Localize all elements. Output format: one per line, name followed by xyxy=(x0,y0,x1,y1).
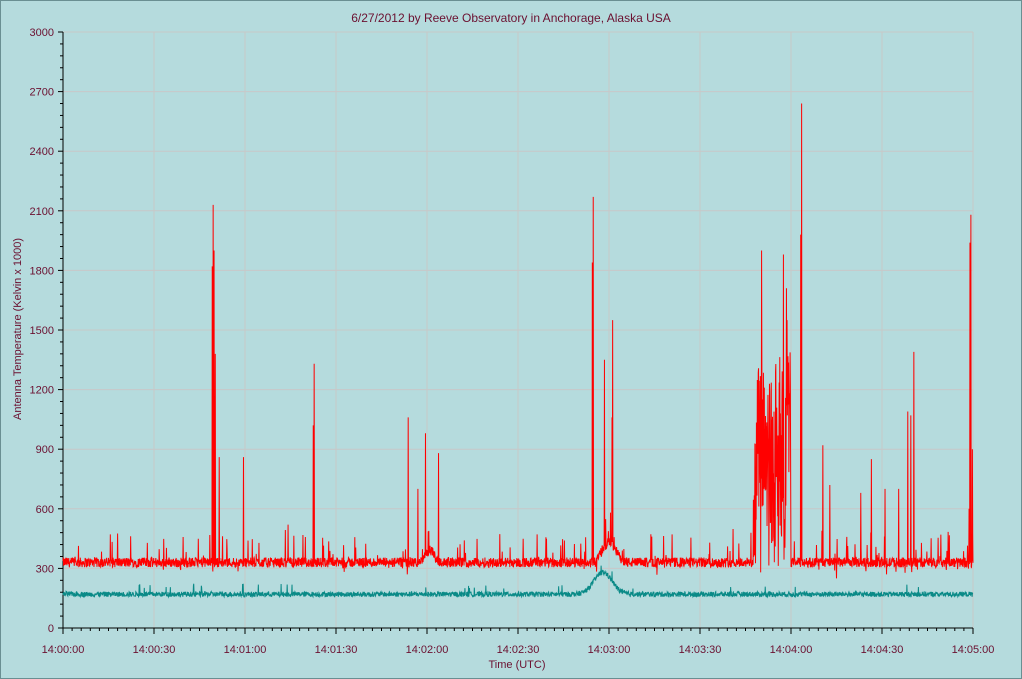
x-tick-label: 14:03:30 xyxy=(679,644,722,656)
x-tick-label: 14:04:30 xyxy=(861,644,904,656)
grid-lines xyxy=(63,31,974,628)
y-tick-label: 3000 xyxy=(30,27,54,39)
x-tick-label: 14:01:00 xyxy=(224,644,267,656)
y-axis-label: Antenna Temperature (Kelvin x 1000) xyxy=(12,238,24,420)
x-tick-label: 14:03:00 xyxy=(588,644,631,656)
y-tick-label: 600 xyxy=(36,504,54,516)
tick-labels: 0 300 600 900 1200 1500 1800 2100 2400 2700 3000 14… xyxy=(30,27,995,656)
axes xyxy=(58,31,974,634)
chart-title: 6/27/2012 by Reeve Observatory in Anchor… xyxy=(351,11,671,25)
y-tick-label: 0 xyxy=(48,623,54,635)
x-tick-label: 14:05:00 xyxy=(952,644,995,656)
x-tick-label: 14:02:00 xyxy=(406,644,449,656)
series-line-teal xyxy=(62,565,974,599)
x-tick-label: 14:04:00 xyxy=(770,644,813,656)
y-tick-label: 300 xyxy=(36,563,54,575)
y-tick-label: 2400 xyxy=(30,146,54,158)
x-tick-label: 14:00:30 xyxy=(133,644,176,656)
x-tick-label: 14:00:00 xyxy=(42,644,85,656)
y-tick-label: 2100 xyxy=(30,206,54,218)
y-tick-label: 900 xyxy=(36,444,54,456)
series-line-red xyxy=(62,103,974,579)
y-tick-label: 1500 xyxy=(30,325,54,337)
x-axis-label: Time (UTC) xyxy=(488,659,545,671)
y-tick-label: 1800 xyxy=(30,265,54,277)
y-tick-label: 1200 xyxy=(30,385,54,397)
y-tick-label: 2700 xyxy=(30,87,54,99)
series-layer xyxy=(62,103,974,599)
x-tick-label: 14:01:30 xyxy=(315,644,358,656)
x-tick-label: 14:02:30 xyxy=(497,644,540,656)
